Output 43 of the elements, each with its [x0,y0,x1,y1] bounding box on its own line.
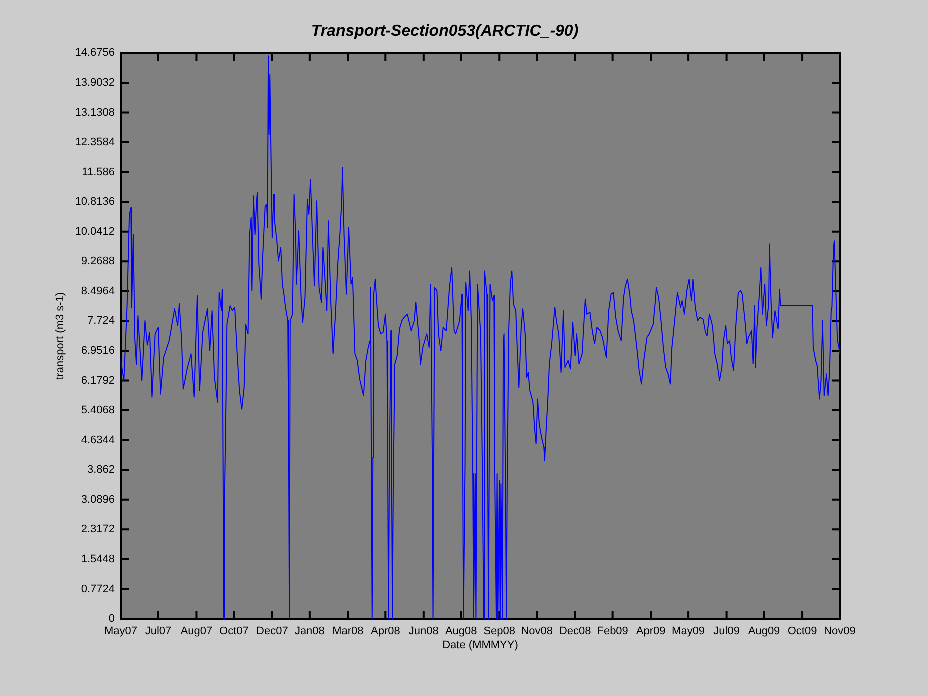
x-tick-label: May09 [672,626,706,638]
y-tick-label: 8.4964 [81,285,115,298]
y-tick-label: 5.4068 [81,404,115,417]
x-tick-label: May07 [104,626,138,638]
x-tick-label: Nov08 [521,626,553,638]
y-tick-label: 2.3172 [81,524,115,536]
x-tick-label: Aug09 [748,626,780,638]
y-tick-label: 7.724 [87,315,115,328]
y-tick-label: 6.9516 [81,345,115,358]
x-tick-label: Jan08 [294,626,325,638]
x-tick-label: Aug08 [445,626,478,638]
x-tick-label: Aug07 [180,626,213,638]
y-tick-label: 12.3584 [75,136,115,149]
x-tick-label: Apr09 [636,626,666,638]
y-tick-label: 3.862 [87,464,115,476]
y-tick-label: 10.0412 [75,226,115,238]
chart-title: Transport-Section053(ARCTIC_-90) [311,23,579,40]
y-tick-label: 0.7724 [81,583,115,596]
x-tick-label: Apr08 [370,626,400,638]
x-axis-title: Date (MMMYY) [442,639,518,652]
y-tick-label: 6.1792 [81,374,115,387]
x-tick-label: Oct07 [220,626,249,638]
x-tick-label: Oct09 [788,626,818,638]
x-tick-label: Mar08 [332,626,364,638]
y-tick-label: 13.9032 [75,77,115,90]
y-tick-label: 1.5448 [81,553,115,566]
y-tick-label: 10.8136 [75,196,115,208]
y-tick-label: 14.6756 [75,47,115,60]
y-axis-title: transport (m3 s-1) [54,292,67,380]
x-tick-label: Jun08 [408,626,439,638]
x-tick-label: Feb09 [597,626,628,638]
y-tick-label: 9.2688 [81,256,115,268]
x-tick-label: Nov09 [824,626,856,638]
y-tick-label: 0 [108,613,115,626]
x-tick-label: Jul09 [714,626,740,638]
x-tick-label: Dec08 [559,626,592,638]
y-tick-label: 3.0896 [81,494,115,506]
x-tick-label: Sep08 [484,626,516,638]
x-tick-label: Dec07 [256,626,288,638]
y-tick-label: 11.586 [82,166,115,178]
y-tick-label: 13.1308 [75,106,115,119]
x-tick-label: Jul07 [145,626,172,638]
y-tick-label: 4.6344 [81,434,115,446]
